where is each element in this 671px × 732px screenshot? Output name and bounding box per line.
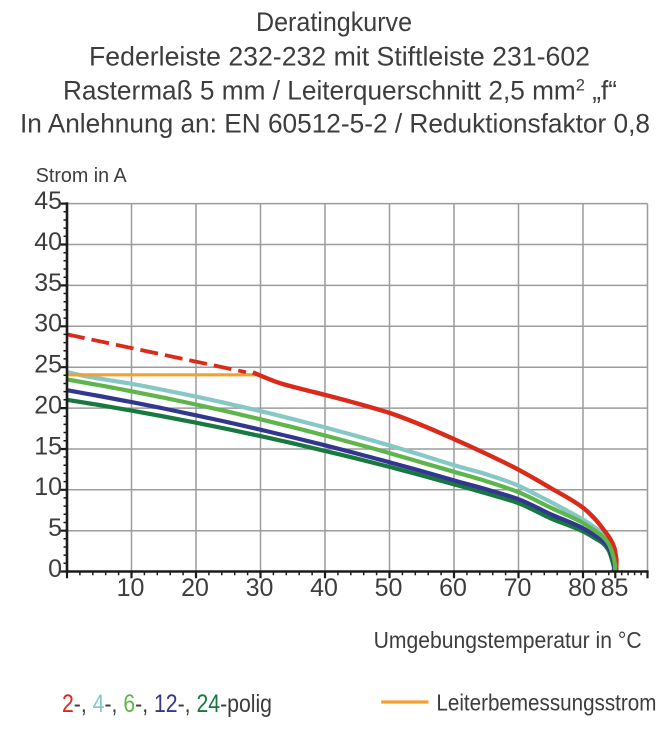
svg-text:10: 10 — [34, 473, 62, 501]
svg-text:40: 40 — [34, 228, 62, 256]
svg-text:45: 45 — [34, 187, 62, 215]
svg-text:50: 50 — [375, 574, 403, 602]
svg-text:30: 30 — [34, 310, 62, 338]
svg-text:0: 0 — [48, 555, 62, 583]
svg-text:15: 15 — [34, 432, 62, 460]
svg-text:2-, 4-, 6-, 12-, 24-polig: 2-, 4-, 6-, 12-, 24-polig — [62, 690, 272, 718]
svg-text:80: 80 — [568, 574, 596, 602]
svg-text:20: 20 — [34, 392, 62, 420]
svg-text:20: 20 — [181, 574, 209, 602]
svg-text:70: 70 — [504, 574, 532, 602]
svg-text:35: 35 — [34, 269, 62, 297]
svg-text:60: 60 — [439, 574, 467, 602]
svg-text:Deratingkurve: Deratingkurve — [256, 7, 412, 37]
svg-text:5: 5 — [48, 514, 62, 542]
svg-text:Rastermaß 5 mm / Leiterquersch: Rastermaß 5 mm / Leiterquerschnitt 2,5 m… — [63, 75, 617, 105]
svg-text:40: 40 — [310, 574, 338, 602]
svg-text:30: 30 — [246, 574, 274, 602]
svg-text:25: 25 — [34, 351, 62, 379]
svg-text:Federleiste 232-232 mit Stiftl: Federleiste 232-232 mit Stiftleiste 231-… — [89, 41, 590, 71]
svg-text:Strom in A: Strom in A — [36, 165, 128, 187]
svg-text:10: 10 — [117, 574, 145, 602]
svg-text:85: 85 — [601, 574, 629, 602]
svg-text:Umgebungstemperatur in °C: Umgebungstemperatur in °C — [374, 627, 642, 653]
svg-text:In Anlehnung an: EN 60512-5-2: In Anlehnung an: EN 60512-5-2 / Reduktio… — [20, 108, 650, 138]
svg-text:Leiterbemessungsstrom: Leiterbemessungsstrom — [436, 690, 656, 716]
